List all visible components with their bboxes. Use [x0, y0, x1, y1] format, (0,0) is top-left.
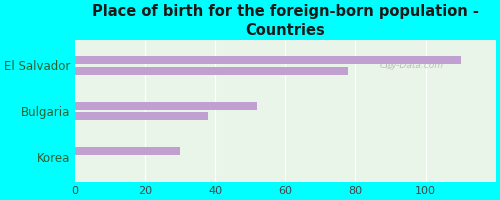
- Text: ⊙: ⊙: [384, 61, 392, 71]
- Title: Place of birth for the foreign-born population -
Countries: Place of birth for the foreign-born popu…: [92, 4, 478, 38]
- Bar: [74, 112, 208, 120]
- Bar: [74, 147, 180, 155]
- Text: City-Data.com: City-Data.com: [380, 61, 444, 70]
- Bar: [74, 67, 348, 75]
- Bar: [74, 102, 257, 110]
- Bar: [74, 56, 460, 64]
